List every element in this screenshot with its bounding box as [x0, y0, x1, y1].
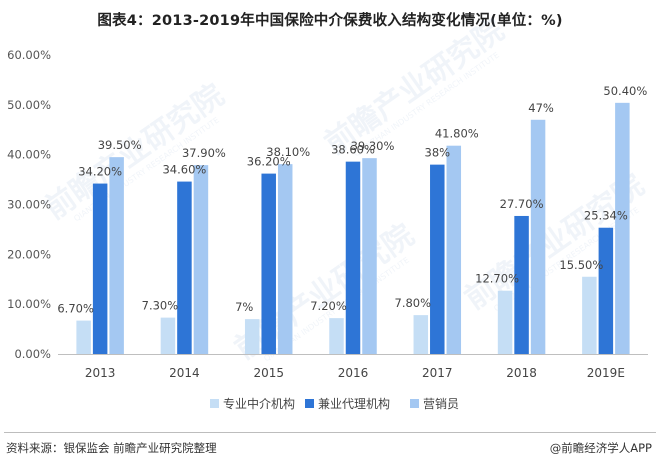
- data-label: 41.80%: [435, 127, 479, 141]
- legend-item: 兼业代理机构: [305, 396, 390, 411]
- data-label: 37.90%: [182, 146, 226, 160]
- y-tick-label: 50.00%: [7, 98, 51, 112]
- legend-swatch: [210, 399, 219, 408]
- bar-兼业代理机构-2014: [177, 181, 192, 354]
- bar-兼业代理机构-2015: [261, 173, 276, 354]
- data-labels: 6.70% 34.20% 39.50% 7.30% 34.60% 37.90% 7% 36.2…: [57, 84, 647, 316]
- bar-营销员-2013: [109, 157, 124, 354]
- data-label: 39.30%: [351, 139, 395, 153]
- y-tick-label: 60.00%: [7, 48, 51, 62]
- x-tick-label: 2019E: [587, 366, 625, 380]
- data-label: 15.50%: [559, 258, 603, 272]
- y-tick-label: 20.00%: [7, 247, 51, 261]
- bar-营销员-2019E: [615, 102, 630, 354]
- data-label: 7.30%: [142, 299, 179, 313]
- data-label: 36.20%: [247, 155, 291, 169]
- x-tick-label: 2016: [338, 366, 369, 380]
- bar-兼业代理机构-2016: [345, 161, 361, 354]
- bar-兼业代理机构-2019E: [598, 227, 614, 354]
- data-label: 39.50%: [98, 138, 142, 152]
- legend-item: 专业中介机构: [210, 396, 295, 411]
- y-tick-label: 0.00%: [14, 347, 51, 361]
- data-label: 7%: [235, 300, 253, 314]
- bar-专业中介机构-2015: [244, 319, 260, 354]
- data-label: 38%: [425, 146, 451, 160]
- footer-divider: [4, 432, 656, 433]
- bar-营销员-2015: [277, 164, 293, 354]
- y-tick-label: 10.00%: [7, 297, 51, 311]
- legend-swatch: [305, 399, 314, 408]
- data-label: 7.80%: [395, 296, 432, 310]
- bar-专业中介机构-2017: [413, 315, 429, 354]
- legend: 专业中介机构 兼业代理机构 营销员: [210, 396, 459, 411]
- x-tick-label: 2013: [85, 366, 116, 380]
- x-axis: 2013 2014 2015 2016 2017 2018 2019E: [58, 354, 648, 380]
- chart-title: 图表4：2013-2019年中国保险中介保费收入结构变化情况(单位：%): [97, 13, 563, 29]
- data-label: 12.70%: [475, 272, 519, 286]
- data-label: 47%: [528, 101, 554, 115]
- data-label: 27.70%: [500, 197, 544, 211]
- bar-营销员-2017: [446, 145, 462, 354]
- legend-item: 营销员: [410, 397, 459, 411]
- bar-兼业代理机构-2017: [430, 164, 445, 354]
- data-label: 38.10%: [266, 145, 310, 159]
- legend-label: 专业中介机构: [223, 396, 295, 411]
- y-tick-label: 40.00%: [7, 148, 51, 162]
- data-label: 25.34%: [584, 209, 628, 223]
- bars: [76, 102, 630, 355]
- x-tick-label: 2017: [422, 366, 453, 380]
- y-tick-label: 30.00%: [7, 198, 51, 212]
- x-tick-label: 2018: [506, 366, 537, 380]
- footer: 资料来源：银保监会 前瞻产业研究院整理 @前瞻经济学人APP: [0, 432, 660, 462]
- x-tick-label: 2014: [169, 366, 200, 380]
- x-tick-label: 2015: [253, 366, 284, 380]
- data-label: 34.60%: [162, 163, 206, 177]
- data-label: 6.70%: [57, 302, 94, 316]
- watermark-text: 前瞻产业研究院: [319, 13, 511, 162]
- source-note: 资料来源：银保监会 前瞻产业研究院整理: [6, 441, 217, 455]
- legend-label: 兼业代理机构: [318, 396, 390, 411]
- data-label: 34.20%: [78, 165, 122, 179]
- bar-专业中介机构-2014: [160, 317, 176, 354]
- data-label: 38.60%: [331, 143, 375, 157]
- brand-credit: @前瞻经济学人APP: [549, 441, 652, 455]
- bar-专业中介机构-2019E: [582, 276, 597, 354]
- bar-营销员-2016: [362, 158, 377, 354]
- bar-专业中介机构-2018: [497, 290, 513, 354]
- bar-兼业代理机构-2018: [514, 215, 529, 354]
- y-axis: 0.00% 10.00% 20.00% 30.00% 40.00% 50.00% 60.00…: [7, 48, 51, 361]
- legend-swatch: [410, 399, 419, 408]
- data-label: 50.40%: [603, 84, 647, 98]
- legend-label: 营销员: [423, 397, 459, 411]
- bar-营销员-2018: [530, 119, 546, 355]
- bar-兼业代理机构-2013: [92, 183, 108, 354]
- data-label: 7.20%: [310, 299, 347, 313]
- bar-营销员-2014: [193, 165, 209, 354]
- bar-专业中介机构-2016: [329, 318, 344, 354]
- bar-专业中介机构-2013: [76, 320, 91, 354]
